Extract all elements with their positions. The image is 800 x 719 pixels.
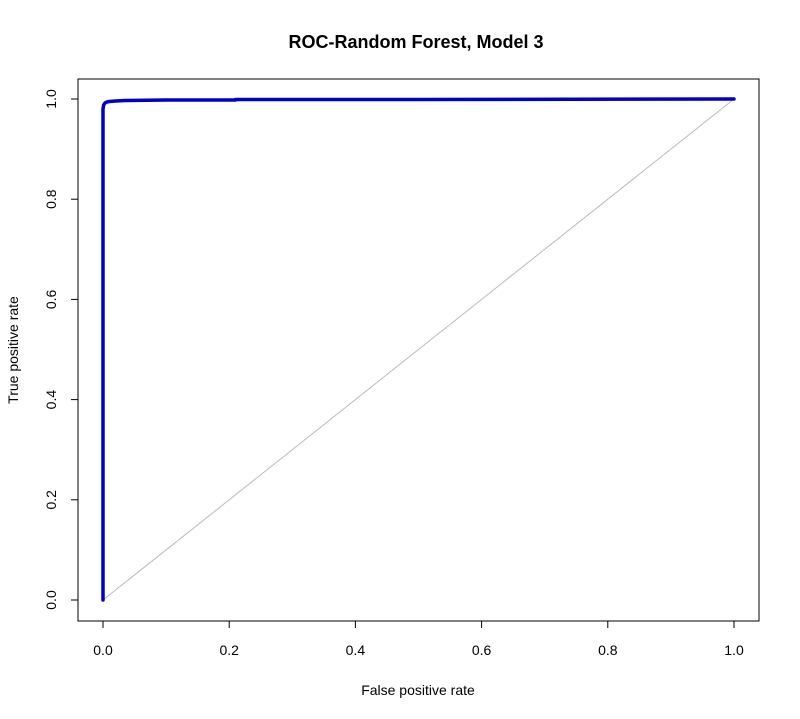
reference-diagonal-line: [102, 98, 735, 601]
y-axis-title: True positive rate: [5, 296, 21, 404]
y-tick-label: 1.0: [43, 89, 59, 109]
x-tick-label: 0.8: [598, 642, 618, 658]
chart-title: ROC-Random Forest, Model 3: [288, 32, 543, 52]
y-tick-label: 0.0: [43, 590, 59, 610]
reference-layer: [102, 98, 735, 601]
x-axis: 0.0 0.2 0.4 0.6 0.8 1.0: [93, 620, 744, 658]
y-axis: 0.0 0.2 0.4 0.6 0.8 1.0: [43, 89, 79, 610]
y-tick-label: 0.6: [43, 289, 59, 309]
series-layer: [101, 97, 736, 602]
roc-curve-series-1: [101, 97, 736, 602]
x-tick-label: 1.0: [724, 642, 744, 658]
x-tick-label: 0.2: [219, 642, 239, 658]
x-axis-title: False positive rate: [361, 682, 475, 698]
x-tick-label: 0.0: [93, 642, 113, 658]
y-tick-label: 0.4: [43, 390, 59, 410]
y-tick-label: 0.8: [43, 189, 59, 209]
x-tick-label: 0.4: [346, 642, 366, 658]
y-tick-label: 0.2: [43, 490, 59, 510]
x-tick-label: 0.6: [472, 642, 492, 658]
